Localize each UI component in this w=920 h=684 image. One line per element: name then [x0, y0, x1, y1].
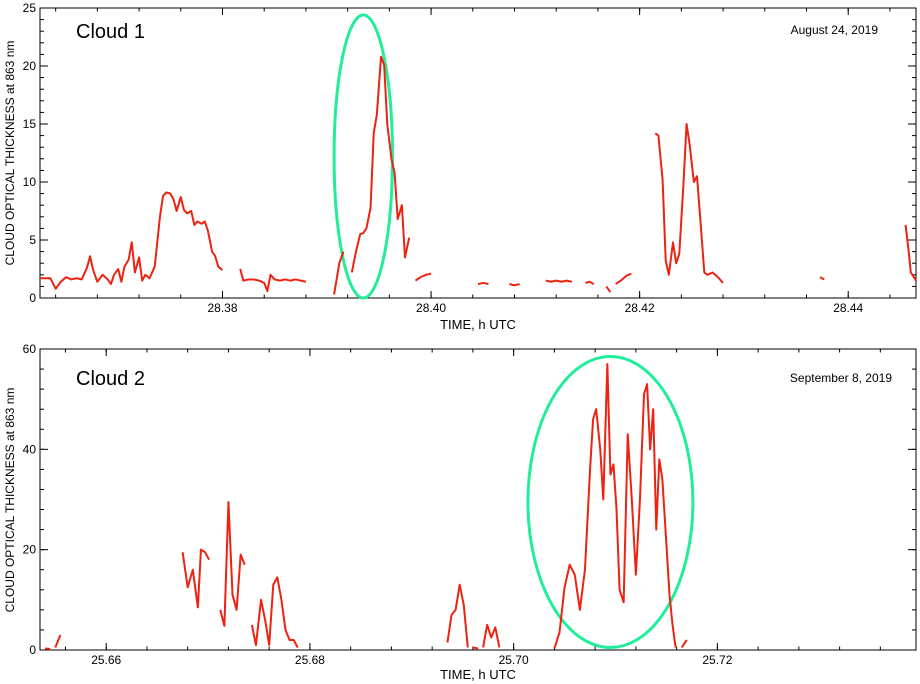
- panel-title-cloud-1: Cloud 1: [76, 21, 145, 43]
- x-tick-label-cloud-1: 28.44: [833, 301, 863, 315]
- ticks-cloud-1: 28.38 28.40 28.42 28.44 0 5 10 15 20 25: [23, 1, 916, 315]
- data-line-segment: [904, 224, 917, 282]
- y-tick-label-cloud-1: 25: [23, 1, 37, 15]
- data-line-segment: [680, 639, 688, 649]
- x-tick-label-cloud-1: 28.38: [207, 301, 237, 315]
- x-tick-label-cloud-2: 25.68: [295, 653, 325, 667]
- y-tick-label-cloud-1: 20: [23, 59, 37, 73]
- panel-date-cloud-1: August 24, 2019: [791, 23, 879, 37]
- data-line-segment: [350, 55, 411, 273]
- data-line-segment: [219, 501, 246, 627]
- panel-date-cloud-2: September 8, 2019: [790, 371, 892, 385]
- highlight-ellipse: [332, 13, 394, 300]
- data-line-segment: [605, 285, 612, 293]
- y-tick-label-cloud-2: 20: [23, 543, 37, 557]
- data-line-segment: [819, 276, 825, 281]
- y-tick-label-cloud-1: 5: [29, 233, 36, 247]
- data-line-segment: [333, 251, 345, 295]
- data-line-segment: [239, 268, 307, 293]
- x-axis-label-cloud-1: TIME, h UTC: [440, 317, 516, 332]
- data-line-segment: [654, 123, 724, 284]
- panel-cloud-2: 25.66 25.68 25.70 25.72 0 20 40 60 Cloud 2 Sept…: [3, 342, 917, 682]
- data-line-segment: [482, 623, 501, 648]
- data-line-segment: [44, 647, 51, 650]
- y-axis-label-cloud-2: CLOUD OPTICAL THICKNESS at 863 nm: [3, 388, 17, 613]
- panel-title-cloud-2: Cloud 2: [76, 368, 145, 390]
- data-line-segment: [414, 272, 432, 282]
- data-line-segment: [585, 280, 595, 285]
- plot-frame-cloud-2: [39, 348, 917, 651]
- plot-frame-cloud-1: [39, 7, 917, 299]
- x-axis-label-cloud-2: TIME, h UTC: [440, 667, 516, 682]
- highlight-ellipse-cloud-1: [332, 13, 394, 300]
- series-cloud-1: [40, 55, 917, 295]
- data-line-segment: [40, 191, 224, 290]
- y-tick-label-cloud-1: 0: [29, 291, 36, 305]
- data-line-segment: [553, 363, 677, 649]
- panel-cloud-1: 28.38 28.40 28.42 28.44 0 5 10 15 20 25 Cloud 1 A…: [3, 1, 917, 332]
- highlight-ellipse-cloud-2: [526, 355, 695, 649]
- data-line-segment: [181, 548, 210, 609]
- data-line-segment: [446, 583, 469, 648]
- data-line-segment: [545, 279, 573, 283]
- data-line-segment: [477, 281, 489, 286]
- x-tick-label-cloud-2: 25.70: [499, 653, 529, 667]
- data-line-segment: [615, 272, 632, 285]
- ticks-cloud-2: 25.66 25.68 25.70 25.72 0 20 40 60: [23, 342, 916, 667]
- data-line-segment: [54, 634, 62, 648]
- data-line-segment: [250, 576, 299, 648]
- y-tick-label-cloud-1: 15: [23, 117, 37, 131]
- data-line-segment: [509, 283, 520, 287]
- y-tick-label-cloud-2: 60: [23, 342, 37, 356]
- x-tick-label-cloud-1: 28.42: [625, 301, 655, 315]
- x-tick-label-cloud-2: 25.72: [702, 653, 732, 667]
- highlight-ellipse: [526, 355, 695, 649]
- x-tick-label-cloud-1: 28.40: [416, 301, 446, 315]
- data-line-segment: [472, 646, 479, 650]
- series-cloud-2: [44, 363, 688, 650]
- y-tick-label-cloud-2: 0: [29, 643, 36, 657]
- y-tick-label-cloud-1: 10: [23, 175, 37, 189]
- y-tick-label-cloud-2: 40: [23, 442, 37, 456]
- y-axis-label-cloud-1: CLOUD OPTICAL THICKNESS at 863 nm: [3, 41, 17, 266]
- x-tick-label-cloud-2: 25.66: [91, 653, 121, 667]
